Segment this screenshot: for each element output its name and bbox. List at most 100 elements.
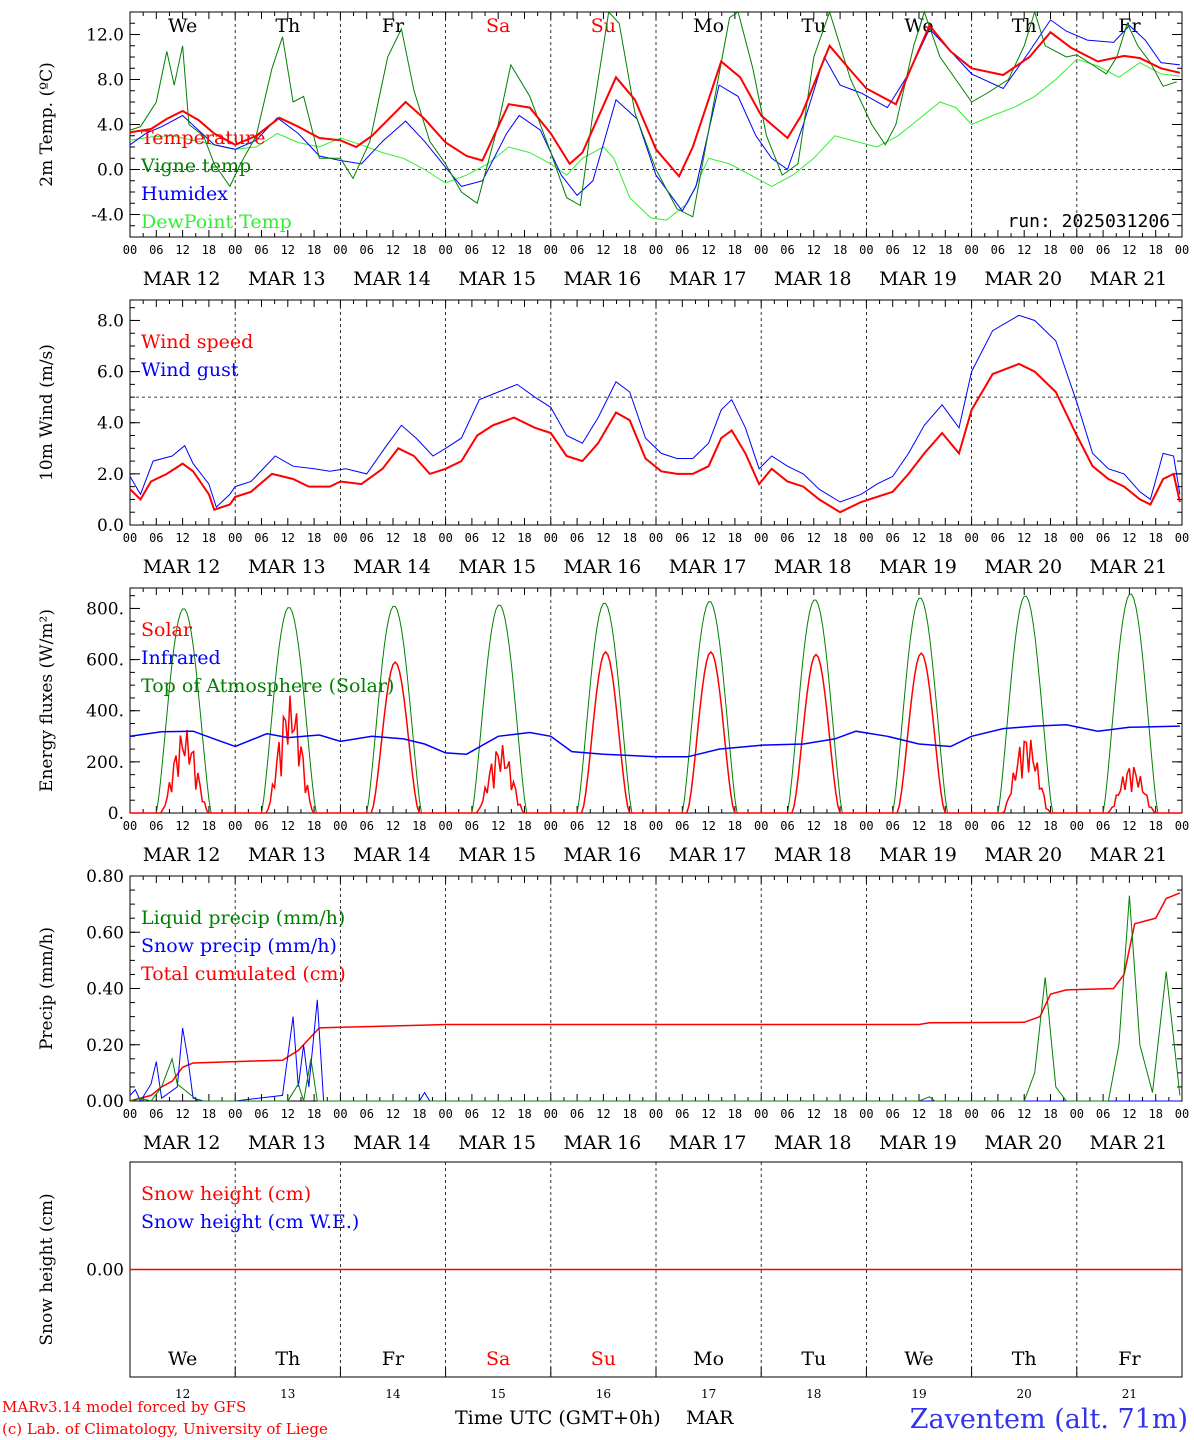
- lab-credit: (c) Lab. of Climatology, University of L…: [2, 1420, 328, 1438]
- panel-3: 00 06 12 18 MAR 12 00 06 12 18 MAR 13 00 06 12 18 MAR …: [37, 587, 1189, 866]
- hour-tick-label: 18: [1148, 243, 1162, 257]
- hour-tick-label: 00: [649, 531, 663, 545]
- hour-tick-label: 06: [780, 1107, 794, 1121]
- y-tick-label: 0.20: [86, 1036, 124, 1056]
- hour-tick-label: 12: [491, 1107, 505, 1121]
- weekday-label: Tu: [801, 1348, 826, 1370]
- hour-tick-label: 18: [833, 819, 847, 833]
- hour-tick-label: 00: [228, 1107, 242, 1121]
- hour-tick-label: 00: [333, 243, 347, 257]
- legend-entry: Wind gust: [141, 359, 239, 381]
- hour-tick-label: 12: [386, 819, 400, 833]
- date-label: MAR 12: [143, 1132, 221, 1154]
- hour-tick-label: 06: [359, 243, 373, 257]
- series-group: [129, 10, 1181, 221]
- hour-tick-label: 18: [1043, 243, 1057, 257]
- hour-tick-label: 12: [386, 531, 400, 545]
- hour-tick-label: 06: [885, 819, 899, 833]
- hour-tick-label: 06: [991, 531, 1005, 545]
- y-axis-label: 10m Wind (m/s): [37, 344, 57, 481]
- y-tick-label: 800.: [86, 599, 124, 619]
- date-label: MAR 12: [143, 268, 221, 290]
- hour-tick-label: 06: [991, 819, 1005, 833]
- panel-4: 00 06 12 18 MAR 12 00 06 12 18 MAR 13 00 06 12 18 MAR …: [37, 867, 1189, 1154]
- legend-entry: DewPoint Temp: [141, 211, 292, 233]
- series-group: [129, 314, 1181, 514]
- hour-tick-label: 00: [964, 531, 978, 545]
- series-wind-gust: [129, 314, 1181, 509]
- hour-tick-label: 06: [465, 1107, 479, 1121]
- weekday-label: We: [168, 1348, 197, 1370]
- hour-tick-label: 06: [780, 531, 794, 545]
- hour-tick-label: 00: [123, 531, 137, 545]
- hour-tick-label: 06: [885, 531, 899, 545]
- hour-tick-label: 00: [1070, 819, 1084, 833]
- date-label: MAR 17: [669, 1132, 747, 1154]
- y-tick-label: 12.0: [86, 26, 124, 46]
- hour-tick-label: 00: [438, 819, 452, 833]
- y-axis-label: 2m Temp. (ºC): [37, 62, 57, 187]
- y-tick-label: 2.0: [97, 465, 124, 485]
- y-tick-label: 4.0: [97, 414, 124, 434]
- hour-tick-label: 12: [701, 243, 715, 257]
- hour-tick-label: 00: [754, 531, 768, 545]
- hour-tick-label: 12: [596, 243, 610, 257]
- hour-tick-label: 18: [412, 819, 426, 833]
- date-label: MAR 19: [879, 844, 957, 866]
- hour-tick-label: 18: [622, 243, 636, 257]
- hour-tick-label: 00: [1070, 1107, 1084, 1121]
- date-label: MAR 16: [564, 556, 642, 578]
- y-tick-label: 0.00: [86, 1092, 124, 1112]
- y-tick-label: 8.0: [97, 311, 124, 331]
- hour-tick-label: 00: [649, 1107, 663, 1121]
- legend-entry: Wind speed: [141, 331, 253, 353]
- y-axis-label: Snow height (cm): [37, 1193, 57, 1345]
- hour-tick-label: 12: [807, 819, 821, 833]
- hour-tick-label: 00: [333, 531, 347, 545]
- hour-tick-label: 18: [517, 1107, 531, 1121]
- hour-tick-label: 12: [1017, 1107, 1031, 1121]
- date-label: MAR 13: [248, 1132, 326, 1154]
- hour-tick-label: 18: [517, 243, 531, 257]
- hour-tick-label: 12: [281, 243, 295, 257]
- weekday-label: Su: [591, 1348, 616, 1370]
- hour-tick-label: 18: [202, 531, 216, 545]
- series-group: [129, 892, 1181, 1103]
- panel-1: 00 06 12 18 MAR 12 00 06 12 18 MAR 13 00 06 12 18 MAR …: [37, 10, 1189, 290]
- day-number-label: 14: [385, 1387, 401, 1401]
- hour-tick-label: 18: [517, 531, 531, 545]
- panel-5: 12 We 13 Th 14 Fr 15 Sa 16 Su 17 Mo 18 Tu 19 We 20 Th 21 Fr…: [37, 1161, 1183, 1401]
- date-label: MAR 18: [774, 844, 852, 866]
- hour-tick-label: 12: [701, 531, 715, 545]
- y-axis-label: Precip (mm/h): [37, 927, 57, 1050]
- date-label: MAR 18: [774, 556, 852, 578]
- date-label: MAR 21: [1090, 556, 1168, 578]
- hour-tick-label: 06: [570, 531, 584, 545]
- hour-tick-label: 06: [359, 819, 373, 833]
- hour-tick-label: 00: [544, 243, 558, 257]
- date-label: MAR 21: [1090, 844, 1168, 866]
- hour-tick-label: 18: [938, 531, 952, 545]
- hour-tick-label: 00: [1175, 1107, 1189, 1121]
- y-tick-label: 200.: [86, 753, 124, 773]
- hour-tick-label: 12: [1017, 243, 1031, 257]
- hour-tick-label: 00: [544, 819, 558, 833]
- hour-tick-label: 12: [596, 1107, 610, 1121]
- date-label: MAR 14: [353, 556, 431, 578]
- legend-entry: Snow precip (mm/h): [141, 935, 337, 957]
- hour-tick-label: 12: [912, 1107, 926, 1121]
- hour-tick-label: 06: [465, 819, 479, 833]
- series-total-cumulated-cm-: [129, 892, 1181, 1102]
- legend-entry: Liquid precip (mm/h): [141, 907, 345, 929]
- legend-entry: Temperature: [141, 127, 265, 149]
- date-label: MAR 14: [353, 844, 431, 866]
- date-label: MAR 17: [669, 556, 747, 578]
- hour-tick-label: 12: [281, 1107, 295, 1121]
- legend-entry: Snow height (cm W.E.): [141, 1211, 359, 1233]
- hour-tick-label: 06: [254, 1107, 268, 1121]
- hour-tick-label: 00: [964, 819, 978, 833]
- hour-tick-label: 18: [833, 243, 847, 257]
- hour-tick-label: 18: [622, 1107, 636, 1121]
- hour-tick-label: 18: [1148, 819, 1162, 833]
